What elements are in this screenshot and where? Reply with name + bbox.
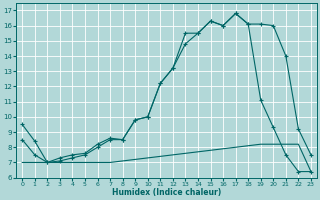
X-axis label: Humidex (Indice chaleur): Humidex (Indice chaleur) xyxy=(112,188,221,197)
